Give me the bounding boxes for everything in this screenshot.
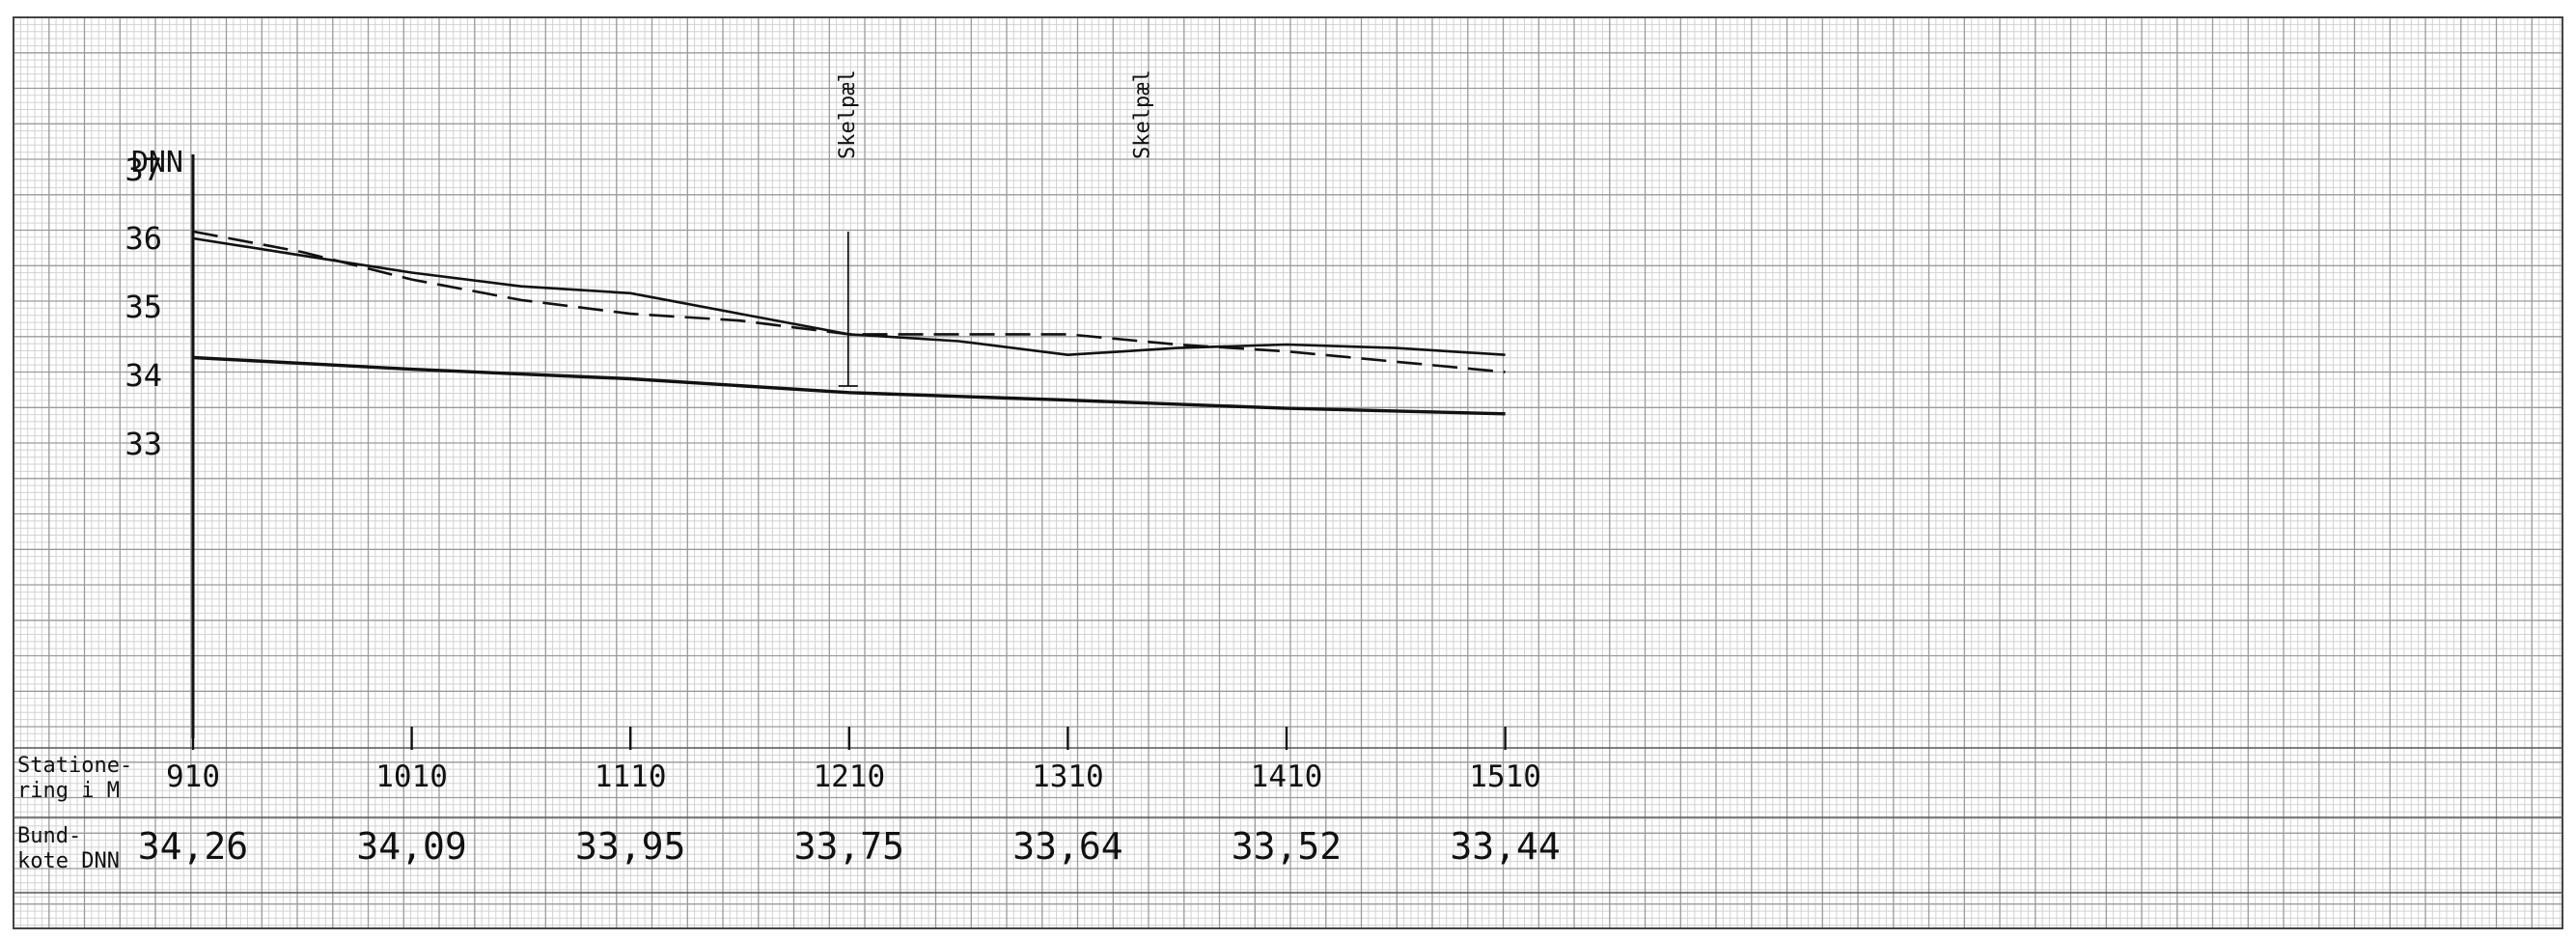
y-tick-label: 37	[125, 152, 162, 188]
graph-paper-grid	[13, 16, 2563, 929]
grid-fine-lines	[14, 17, 2562, 928]
station-label: 1010	[375, 759, 448, 794]
station-table: Statione- ring i M Bund- kote DNN 910 34,…	[14, 727, 2562, 894]
bottom-profile-line	[192, 355, 1506, 416]
station-label: 1510	[1469, 759, 1541, 794]
station-row-label: Statione-	[17, 754, 132, 778]
bundkote-value: 33,64	[1012, 825, 1122, 868]
bundkote-row-label: kote DNN	[17, 849, 120, 873]
bundkote-value: 33,95	[575, 825, 685, 868]
station-label: 1310	[1032, 759, 1104, 794]
y-tick-labels: 33 34 35 36 37	[125, 152, 162, 462]
station-label: 1210	[813, 759, 885, 794]
bundkote-row-label: Bund-	[17, 824, 81, 848]
dashed-profile-line	[192, 230, 1506, 373]
bundkote-value: 33,44	[1450, 825, 1560, 868]
station-label: 1110	[595, 759, 667, 794]
y-tick-label: 35	[125, 289, 162, 325]
y-tick-label: 33	[125, 426, 162, 462]
y-axis-title: DNN	[131, 146, 183, 180]
station-label: 910	[166, 759, 220, 794]
axes: DNN	[131, 146, 195, 738]
station-label: 1410	[1251, 759, 1323, 794]
annotation-label: Skelpæl	[836, 69, 860, 159]
bundkote-value: 34,09	[356, 825, 466, 868]
annotations: Skelpæl Skelpæl	[836, 69, 1155, 387]
annotation-label: Skelpæl	[1131, 69, 1155, 159]
profile-series	[192, 230, 1506, 416]
bundkote-value: 34,26	[138, 825, 248, 868]
paper-frame	[13, 16, 2563, 929]
bundkote-value: 33,75	[794, 825, 904, 868]
station-row-label: ring i M	[17, 779, 120, 803]
bundkote-value: 33,52	[1232, 825, 1342, 868]
y-tick-label: 36	[125, 220, 162, 257]
y-tick-label: 34	[125, 357, 162, 394]
